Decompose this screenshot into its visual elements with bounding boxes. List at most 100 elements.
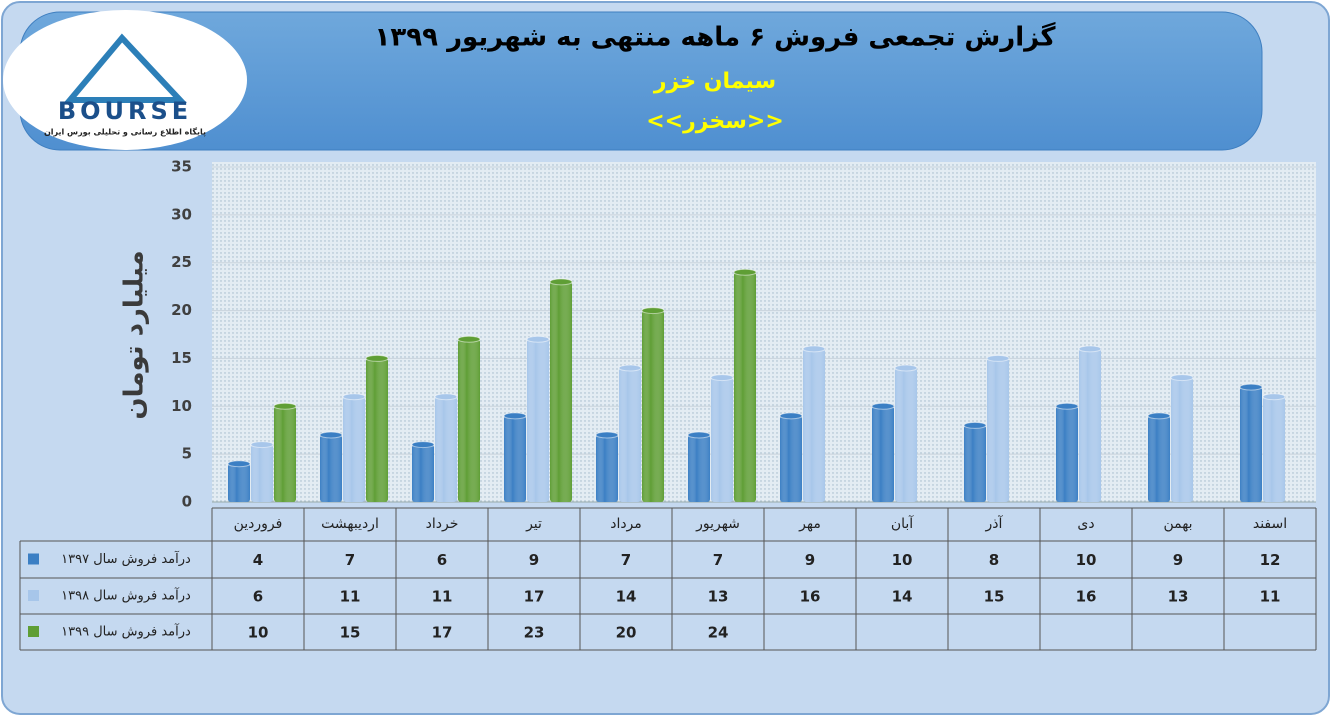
bar-shine [228, 463, 250, 502]
bar-shine [964, 425, 986, 502]
bar-group [457, 335, 481, 502]
bar-cap [434, 393, 458, 401]
bar-group [549, 278, 573, 502]
bar-group [618, 364, 642, 502]
bar-cap [411, 441, 435, 449]
x-tick-label: تیر [525, 516, 542, 532]
x-tick-label: اسفند [1253, 516, 1287, 532]
chart-title: گزارش تجمعی فروش ۶ ماهه منتهی به شهریور … [375, 22, 1057, 53]
bar-group [250, 441, 274, 502]
table-value: 6 [253, 588, 263, 606]
x-tick-label: فروردین [234, 516, 283, 532]
y-tick-label: 15 [171, 349, 192, 367]
bar-shine [688, 435, 710, 502]
bar-cap [526, 335, 550, 343]
bar-shine [987, 358, 1009, 502]
bar-cap [687, 431, 711, 439]
bar-shine [1148, 415, 1170, 502]
y-tick-label: 5 [182, 445, 192, 463]
bar-group [802, 345, 826, 502]
bar-group [319, 431, 343, 502]
x-tick-label: شهریور [695, 516, 740, 532]
bar-group [894, 364, 918, 502]
bar-cap [641, 307, 665, 315]
bar-shine [251, 444, 273, 502]
bar-shine [366, 358, 388, 502]
bar-group [273, 402, 297, 502]
y-tick-label: 10 [171, 397, 192, 415]
table-value: 4 [253, 551, 263, 569]
bar-group [986, 354, 1010, 502]
bar-cap [1170, 374, 1194, 382]
bar-group [1262, 393, 1286, 502]
table-value: 14 [892, 588, 913, 606]
bar-shine [1171, 377, 1193, 502]
bar-shine [895, 368, 917, 502]
bar-shine [343, 396, 365, 502]
legend-swatch [28, 590, 39, 601]
bar-shine [550, 281, 572, 502]
bar-group [963, 421, 987, 502]
chart-subtitle: سیمان خزر [653, 69, 776, 94]
table-value: 13 [708, 588, 729, 606]
plot-area [212, 162, 1316, 502]
bar-cap [250, 441, 274, 449]
legend-label: درآمد فروش سال ۱۳۹۸ [61, 587, 191, 604]
table-value: 13 [1168, 588, 1189, 606]
table-value: 11 [340, 588, 361, 606]
bar-cap [227, 460, 251, 468]
bar-group [526, 335, 550, 502]
bar-cap [871, 402, 895, 410]
bar-group [733, 268, 757, 502]
legend-label: درآمد فروش سال ۱۳۹۷ [61, 550, 191, 567]
bar-cap [1239, 383, 1263, 391]
bar-cap [986, 354, 1010, 362]
y-tick-label: 30 [171, 205, 192, 223]
table-value: 12 [1260, 551, 1281, 569]
bar-cap [365, 354, 389, 362]
table-value: 14 [616, 588, 637, 606]
table-value: 17 [524, 588, 545, 606]
table-value: 11 [432, 588, 453, 606]
bar-cap [894, 364, 918, 372]
table-value: 15 [984, 588, 1005, 606]
bar-group [1078, 345, 1102, 502]
logo-mark [63, 33, 187, 103]
bar-shine [458, 339, 480, 502]
bar-group [641, 307, 665, 502]
table-value: 7 [345, 551, 355, 569]
legend-label: درآمد فروش سال ۱۳۹۹ [61, 623, 191, 640]
bar-cap [963, 421, 987, 429]
table-value: 7 [713, 551, 723, 569]
bar-group [710, 374, 734, 502]
table-value: 24 [708, 624, 729, 642]
chart-symbol: <<سخزر>> [646, 109, 784, 134]
bar-group [411, 441, 435, 502]
table-value: 9 [805, 551, 815, 569]
x-tick-label: مهر [798, 516, 821, 532]
legend-swatch [28, 553, 39, 565]
table-value: 15 [340, 624, 361, 642]
x-tick-label: بهمن [1163, 516, 1192, 532]
table-value: 17 [432, 624, 453, 642]
bar-shine [1263, 396, 1285, 502]
bar-cap [733, 268, 757, 276]
bar-cap [618, 364, 642, 372]
bar-shine [803, 348, 825, 502]
bar-group [779, 412, 803, 502]
bar-cap [549, 278, 573, 286]
logo-name: BOURSE [58, 97, 192, 125]
bar-shine [780, 415, 802, 502]
bar-shine [872, 406, 894, 502]
x-tick-label: اردیبهشت [321, 516, 379, 532]
bar-cap [1055, 402, 1079, 410]
x-tick-label: مرداد [610, 516, 642, 532]
table-value: 9 [529, 551, 539, 569]
logo-bg [3, 10, 247, 150]
bar-cap [342, 393, 366, 401]
bar-group [1055, 402, 1079, 502]
bar-cap [1147, 412, 1171, 420]
bar-shine [1079, 348, 1101, 502]
bar-shine [320, 435, 342, 502]
